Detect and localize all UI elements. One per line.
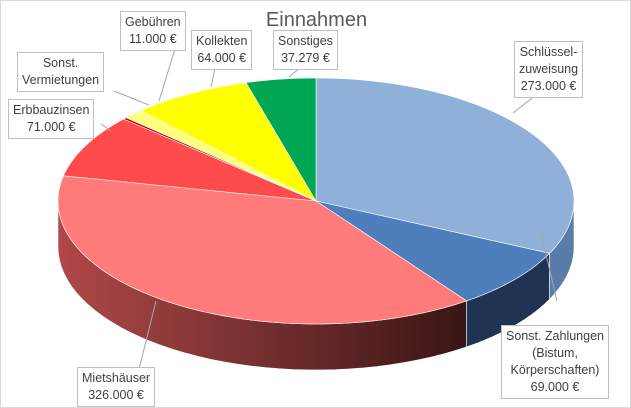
label-name: Körperschaften) bbox=[510, 363, 600, 377]
label-value: 11.000 € bbox=[128, 32, 177, 46]
data-label-sonstiges: Sonstiges 37.279 € bbox=[273, 30, 338, 70]
data-label-mietshaeuser: Mietshäuser 326.000 € bbox=[77, 367, 156, 407]
leader-line bbox=[113, 90, 150, 106]
label-name: Gebühren bbox=[125, 15, 181, 29]
label-name: Sonst. bbox=[42, 56, 79, 70]
label-value: 71.000 € bbox=[26, 120, 76, 134]
leader-line bbox=[158, 48, 176, 102]
label-name: Schlüssel- bbox=[519, 45, 578, 59]
pie-slice bbox=[57, 175, 468, 325]
leader-line bbox=[540, 232, 558, 302]
pie-slice bbox=[63, 118, 317, 202]
leader-line bbox=[100, 123, 112, 132]
label-name: Kollekten bbox=[196, 34, 248, 48]
label-value: 326.000 € bbox=[88, 388, 144, 402]
pie-slice bbox=[245, 77, 317, 203]
label-name: Mietshäuser bbox=[82, 371, 151, 385]
label-name: Sonst. Zahlungen bbox=[506, 329, 604, 343]
leader-line bbox=[138, 300, 157, 370]
data-label-kollekten: Kollekten 64.000 € bbox=[191, 30, 253, 70]
pie-slice bbox=[315, 200, 551, 302]
data-label-gebuehren: Gebühren 11.000 € bbox=[120, 11, 186, 51]
data-label-erbbauzinsen: Erbbauzinsen 71.000 € bbox=[8, 99, 95, 139]
label-value: 273.000 € bbox=[520, 79, 577, 93]
label-value: 69.000 € bbox=[530, 380, 580, 394]
chart-title: Einnahmen bbox=[265, 9, 368, 31]
label-value: 37.279 € bbox=[281, 51, 330, 65]
label-name: (Bistum, bbox=[532, 346, 578, 360]
data-label-schluesselzuweisung: Schlüssel- zuweisung 273.000 € bbox=[514, 41, 584, 98]
pie-slice bbox=[140, 82, 317, 202]
data-label-sonst-zahlungen: Sonst. Zahlungen (Bistum, Körperschaften… bbox=[501, 325, 609, 399]
label-value: 64.000 € bbox=[197, 51, 247, 65]
label-name: Sonstiges bbox=[278, 34, 333, 48]
label-name: Erbbauzinsen bbox=[13, 103, 90, 117]
pie-slice bbox=[315, 77, 575, 254]
label-name: Vermietungen bbox=[22, 73, 100, 87]
data-label-sonst-vermietungen: Sonst. Vermietungen bbox=[17, 52, 105, 92]
label-name: zuweisung bbox=[519, 62, 579, 76]
